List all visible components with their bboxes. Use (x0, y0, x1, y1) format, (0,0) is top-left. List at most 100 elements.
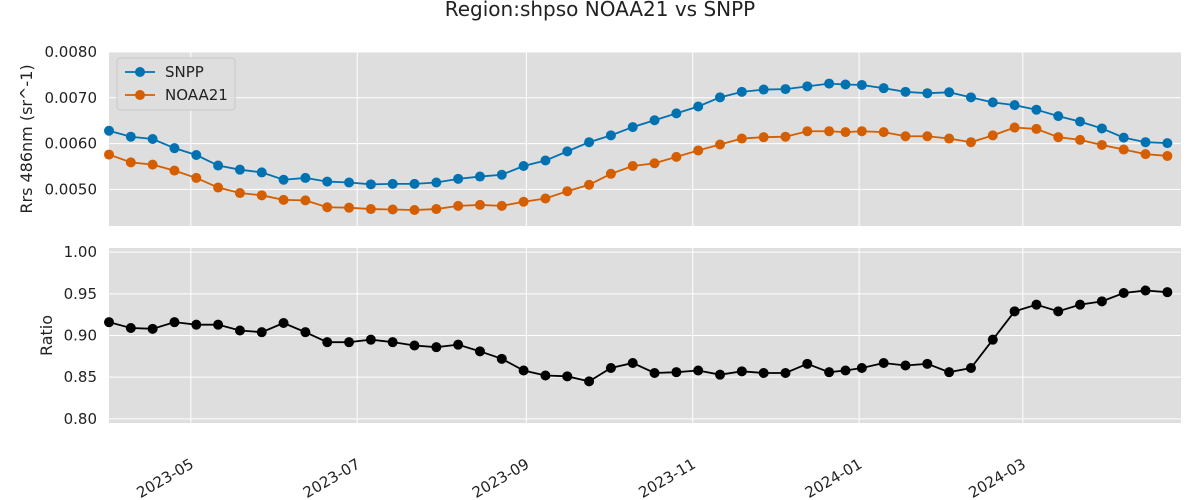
data-point (840, 365, 851, 376)
data-point (878, 127, 889, 138)
data-point (518, 365, 529, 376)
data-point (125, 131, 136, 142)
data-point (987, 130, 998, 141)
data-point (1053, 306, 1064, 317)
data-point (191, 172, 202, 183)
data-point (474, 346, 485, 357)
series-noaa21 (104, 122, 1173, 215)
y-tick-label: 0.90 (64, 327, 97, 345)
data-point (1118, 132, 1129, 143)
data-point (856, 79, 867, 90)
y-tick-label: 0.85 (64, 368, 97, 386)
data-point (344, 177, 355, 188)
top-plot-area: 0.0050 0.0060 0.0070 0.0080 Rrs 486nm (sr^-1… (17, 43, 1181, 226)
y-tick-label: 1.00 (64, 243, 97, 261)
data-point (431, 342, 442, 353)
data-point (627, 161, 638, 172)
data-point (191, 319, 202, 330)
data-point (562, 371, 573, 382)
data-point (649, 158, 660, 169)
data-point (1140, 149, 1151, 160)
x-tick-label: 2023-07 (300, 455, 363, 500)
data-point (300, 172, 311, 183)
data-point (1075, 134, 1086, 145)
data-point (987, 334, 998, 345)
data-point (169, 165, 180, 176)
data-point (1075, 299, 1086, 310)
y-tick-label: 0.0070 (45, 89, 98, 107)
data-point (518, 196, 529, 207)
data-point (802, 358, 813, 369)
data-point (365, 179, 376, 190)
data-point (802, 126, 813, 137)
data-point (387, 337, 398, 348)
data-point (365, 204, 376, 215)
data-point (278, 174, 289, 185)
data-point (944, 133, 955, 144)
data-point (758, 132, 769, 143)
data-point (802, 81, 813, 92)
data-point (496, 200, 507, 211)
data-point (1162, 150, 1173, 161)
data-point (387, 178, 398, 189)
data-point (322, 337, 333, 348)
series-ratio (104, 285, 1173, 387)
data-point (278, 318, 289, 328)
data-point (1162, 138, 1173, 149)
data-point (169, 317, 180, 328)
data-point (715, 369, 726, 380)
data-point (147, 159, 158, 170)
data-point (824, 126, 835, 137)
data-point (1053, 111, 1064, 122)
data-point (540, 193, 551, 204)
data-point (693, 365, 704, 376)
data-point (944, 367, 955, 378)
data-point (147, 134, 158, 144)
data-point (965, 137, 976, 148)
bottom-plot-area: 0.80 0.85 0.90 0.95 1.00 Ratio 2023-05 2023-07 2… (37, 243, 1181, 500)
x-tick-label: 2023-11 (635, 455, 698, 500)
data-point (1096, 139, 1107, 150)
data-point (104, 317, 114, 328)
data-point (409, 204, 420, 215)
data-point (824, 78, 835, 89)
data-point (234, 325, 245, 336)
data-point (780, 131, 791, 142)
x-tick-label: 2024-03 (966, 455, 1029, 500)
data-point (856, 126, 867, 137)
data-point (409, 178, 420, 189)
data-point (409, 340, 420, 351)
data-point (562, 186, 573, 197)
legend-swatch-marker (135, 90, 145, 100)
data-point (1009, 100, 1020, 111)
data-point (213, 182, 224, 193)
data-point (944, 87, 955, 98)
data-point (649, 115, 660, 126)
data-point (125, 157, 136, 168)
data-point (736, 366, 747, 377)
data-point (540, 370, 551, 381)
data-point (584, 137, 595, 148)
data-point (671, 151, 682, 162)
data-point (922, 88, 933, 99)
data-point (147, 323, 158, 334)
data-point (900, 360, 911, 371)
data-point (344, 337, 355, 348)
data-point (824, 367, 835, 378)
data-point (605, 168, 616, 179)
data-point (300, 327, 311, 338)
y-tick-label: 0.0080 (45, 43, 98, 61)
y-tick-label: 0.0060 (45, 135, 98, 153)
data-point (344, 202, 355, 213)
data-point (1118, 288, 1129, 298)
y-tick-label: 0.80 (64, 410, 97, 428)
data-point (627, 122, 638, 133)
x-tick-label: 2024-01 (802, 455, 865, 500)
data-point (1162, 287, 1173, 298)
data-point (1031, 104, 1042, 115)
data-point (780, 368, 791, 378)
data-point (965, 363, 976, 373)
data-point (474, 199, 485, 210)
data-point (715, 92, 726, 103)
data-point (365, 334, 376, 345)
